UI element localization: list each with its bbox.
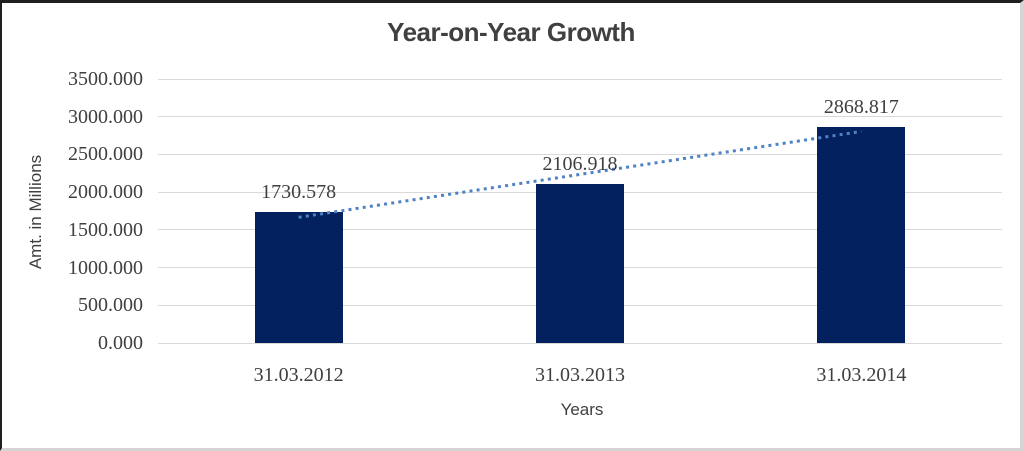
y-tick-label: 3500.000 <box>68 68 143 90</box>
y-tick-label: 2500.000 <box>68 143 143 166</box>
bar-value-label: 2868.817 <box>823 95 899 118</box>
gridline <box>158 342 1002 344</box>
x-tick-label: 31.03.2013 <box>535 364 625 386</box>
y-tick-label: 3000.000 <box>68 105 143 128</box>
bar-value-label: 1730.578 <box>261 181 337 204</box>
bar-value-label: 2106.918 <box>542 153 618 176</box>
chart-canvas: Year-on-Year Growth Amt. in Millions 350… <box>2 3 1020 448</box>
y-tick-label: 1000.000 <box>68 256 143 279</box>
bar <box>817 126 906 343</box>
x-tick-label: 31.03.2014 <box>816 364 907 386</box>
chart-title: Year-on-Year Growth <box>387 17 635 47</box>
bar <box>536 184 624 343</box>
y-tick-label: 1500.000 <box>68 218 143 241</box>
x-tick-label: 31.03.2012 <box>253 364 344 386</box>
x-axis-title: Years <box>560 400 604 419</box>
gridline <box>158 78 1002 80</box>
y-tick-label: 0.000 <box>98 332 143 354</box>
gridline <box>158 116 1002 118</box>
bar <box>254 212 343 343</box>
y-tick-label: 2000.000 <box>68 181 143 204</box>
y-tick-label: 500.000 <box>78 294 143 317</box>
